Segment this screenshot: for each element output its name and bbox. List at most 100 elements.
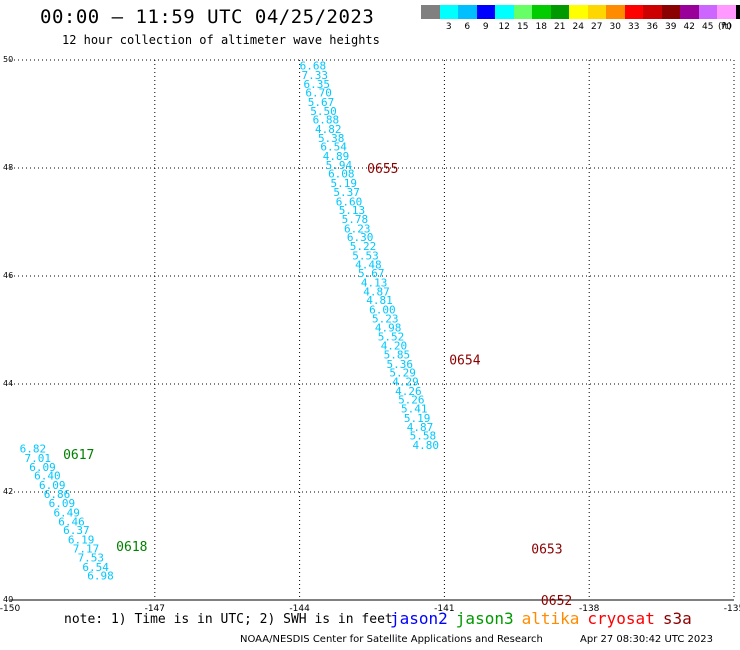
color-swatch xyxy=(476,5,495,19)
satellite-legend-jason3: jason3 xyxy=(455,609,514,628)
color-swatch xyxy=(661,5,680,19)
color-scale-label: 27 xyxy=(591,22,603,32)
color-swatch xyxy=(569,5,588,19)
wave-height-point: 7.01 xyxy=(24,452,51,465)
wave-height-point: 5.36 xyxy=(386,358,413,371)
wave-height-point: 5.50 xyxy=(310,105,337,118)
color-swatch xyxy=(439,5,458,19)
color-scale-item: 70 xyxy=(717,5,736,32)
wave-height-point: 6.88 xyxy=(313,114,340,127)
color-swatch xyxy=(513,5,532,19)
color-scale-label: 18 xyxy=(535,22,547,32)
wave-height-point: 6.60 xyxy=(336,195,363,208)
color-scale-item: 9 xyxy=(476,5,495,32)
color-scale-label: 42 xyxy=(683,22,695,32)
wave-height-point: 6.00 xyxy=(369,303,396,316)
color-scale-item: 45 xyxy=(698,5,717,32)
wave-height-point: 5.23 xyxy=(372,312,399,325)
wave-height-point: 4.80 xyxy=(413,439,440,452)
wave-height-point: 5.19 xyxy=(404,412,431,425)
wave-height-point: 4.26 xyxy=(395,385,422,398)
color-scale-item: 15 xyxy=(513,5,532,32)
x-tick-label: -138 xyxy=(579,604,600,614)
color-swatch xyxy=(643,5,662,19)
wave-height-point: 7.53 xyxy=(78,552,105,565)
track-time-label: 0652 xyxy=(541,594,572,609)
y-tick-label: 42 xyxy=(3,487,13,496)
wave-height-point: 4.87 xyxy=(407,421,434,434)
x-tick-label: -150 xyxy=(0,604,20,614)
color-swatch xyxy=(550,5,569,19)
wave-height-point: 5.78 xyxy=(342,213,369,226)
color-scale-label: 15 xyxy=(517,22,529,32)
wave-height-point: 5.41 xyxy=(401,403,428,416)
color-scale-item xyxy=(735,5,740,32)
color-scale-label: 24 xyxy=(572,22,584,32)
wave-height-point: 6.09 xyxy=(49,497,76,510)
color-scale-label: 39 xyxy=(665,22,677,32)
wave-height-point: 4.87 xyxy=(363,285,390,298)
wave-height-point: 6.49 xyxy=(53,506,80,519)
wave-height-point: 6.54 xyxy=(82,561,109,574)
wave-height-point: 6.23 xyxy=(344,222,371,235)
wave-height-point: 5.38 xyxy=(318,132,345,145)
wave-height-point: 6.46 xyxy=(58,515,84,528)
color-scale-item: 12 xyxy=(495,5,514,32)
wave-height-point: 4.98 xyxy=(375,322,402,335)
wave-height-point: 6.19 xyxy=(68,533,95,546)
wave-height-point: 4.13 xyxy=(361,276,388,289)
wave-height-point: 4.82 xyxy=(315,123,342,136)
satellite-legend-cryosat: cryosat xyxy=(587,609,655,628)
wave-height-point: 6.82 xyxy=(20,443,47,456)
color-scale-label: 30 xyxy=(609,22,621,32)
color-scale-item: 24 xyxy=(569,5,588,32)
wave-height-point: 7.17 xyxy=(73,542,100,555)
wave-height-point: 4.29 xyxy=(392,376,419,389)
wave-height-point: 5.22 xyxy=(350,240,377,253)
color-scale-item: 39 xyxy=(661,5,680,32)
wave-height-point: 5.26 xyxy=(398,393,425,406)
color-swatch xyxy=(587,5,606,19)
color-swatch xyxy=(735,5,740,19)
color-scale-item: 21 xyxy=(550,5,569,32)
chart-title: 00:00 – 11:59 UTC 04/25/2023 xyxy=(40,6,375,28)
satellite-legend-altika: altika xyxy=(521,609,580,628)
x-tick-label: -147 xyxy=(145,604,165,614)
color-swatch xyxy=(717,5,736,19)
color-swatch xyxy=(606,5,625,19)
wave-height-point: 4.20 xyxy=(381,339,408,352)
color-scale-item: 42 xyxy=(680,5,699,32)
x-tick-label: -141 xyxy=(434,604,454,614)
color-scale-item: 27 xyxy=(587,5,606,32)
wave-height-point: 5.37 xyxy=(333,186,360,199)
wave-height-point: 6.09 xyxy=(29,461,56,474)
track-time-label: 0617 xyxy=(63,448,94,463)
wave-height-point: 6.37 xyxy=(63,524,90,537)
wave-height-point: 5.58 xyxy=(410,430,437,443)
wave-height-point: 6.86 xyxy=(44,488,71,501)
color-scale-label: 6 xyxy=(464,22,471,32)
color-scale-label: 36 xyxy=(646,22,658,32)
satellite-legend-jason2: jason2 xyxy=(390,609,448,628)
y-tick-label: 46 xyxy=(3,271,13,280)
color-scale-item: 3 xyxy=(439,5,458,32)
wave-height-point: 4.48 xyxy=(355,258,382,271)
track-time-label: 0654 xyxy=(449,354,480,369)
wave-height-point: 5.52 xyxy=(378,330,405,343)
wave-height-point: 6.98 xyxy=(87,569,114,582)
color-scale-item: 18 xyxy=(532,5,551,32)
y-tick-label: 48 xyxy=(3,163,13,172)
wave-height-point: 5.94 xyxy=(326,159,353,172)
chart-subtitle: 12 hour collection of altimeter wave hei… xyxy=(62,33,380,47)
wave-height-point: 6.30 xyxy=(347,231,374,244)
color-scale-item: 30 xyxy=(606,5,625,32)
color-scale-label: 9 xyxy=(482,22,489,32)
color-scale-legend: 3 6 9 12 15 18 21 24 27 30 33 36 39 42 45 70 xyxy=(421,5,740,32)
wave-height-point: 6.40 xyxy=(34,470,61,483)
satellite-legend: jason2 jason3 altika cryosat s3a xyxy=(390,609,700,628)
footer-note: note: 1) Time is in UTC; 2) SWH is in fe… xyxy=(64,612,393,627)
color-scale-item xyxy=(421,5,440,32)
color-scale-label: 12 xyxy=(498,22,510,32)
wave-height-point: 6.08 xyxy=(328,168,355,181)
